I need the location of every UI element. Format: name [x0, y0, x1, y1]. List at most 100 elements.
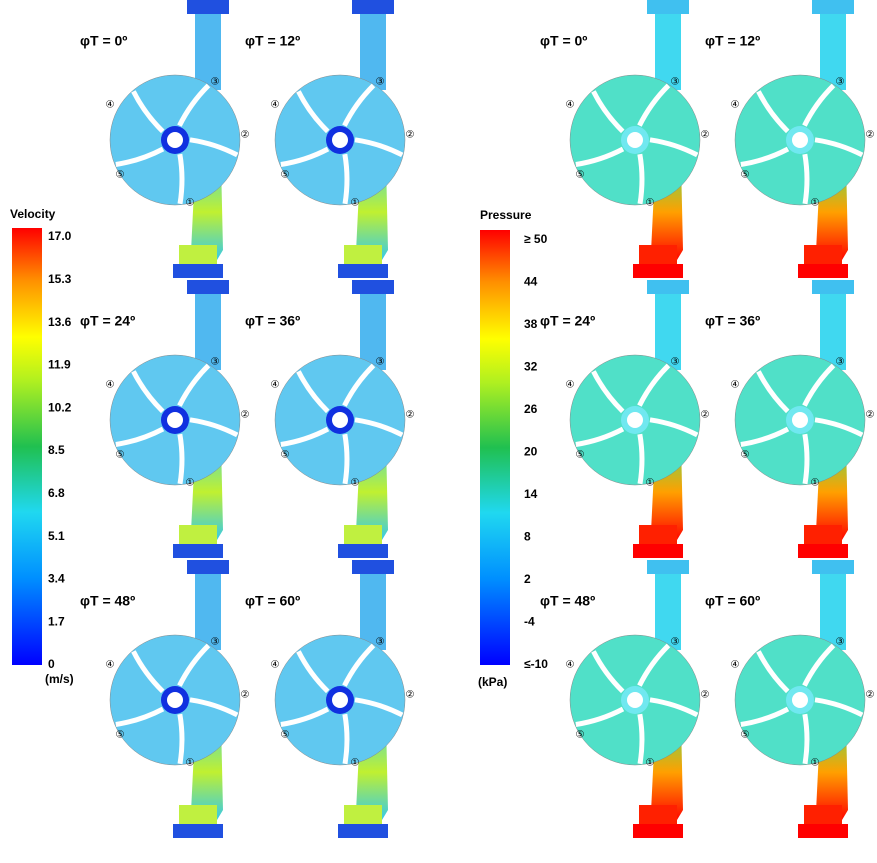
port-label: ③: [211, 357, 220, 368]
hub-bore: [627, 132, 643, 148]
panel-label: φT = 0º: [80, 33, 127, 49]
port-label: ⑤: [116, 170, 125, 181]
colorbar-tick-label: 13.6: [48, 315, 72, 329]
colorbar-tick-label: 26: [524, 402, 538, 416]
velocity-legend-title: Velocity: [10, 207, 56, 221]
panel-label: φT = 48º: [540, 593, 595, 609]
port-label: ④: [566, 660, 575, 671]
port-label: ④: [271, 100, 280, 111]
port-label: ③: [211, 637, 220, 648]
velocity-legend-unit: (m/s): [45, 672, 74, 686]
port-label: ④: [731, 660, 740, 671]
inlet-flange: [173, 544, 223, 558]
colorbar-tick-label: 17.0: [48, 229, 72, 243]
blade: [640, 714, 642, 764]
pressure-legend-title: Pressure: [480, 208, 532, 222]
port-label: ③: [671, 357, 680, 368]
colorbar-tick-label: 44: [524, 275, 538, 289]
port-label: ①: [646, 478, 655, 489]
port-label: ①: [186, 198, 195, 209]
port-label: ②: [701, 130, 710, 141]
hub-bore: [627, 412, 643, 428]
port-label: ②: [866, 130, 875, 141]
hub-bore: [332, 692, 348, 708]
port-label: ①: [811, 758, 820, 769]
port-label: ④: [566, 380, 575, 391]
outlet-flange: [812, 0, 854, 14]
blade: [180, 714, 182, 764]
colorbar-tick-label: 14: [524, 487, 538, 501]
hub-bore: [792, 412, 808, 428]
port-label: ②: [866, 410, 875, 421]
panel-label: φT = 48º: [80, 593, 135, 609]
contour-panel: ①②③④⑤φT = 24º: [80, 280, 250, 558]
outlet-flange: [812, 560, 854, 574]
panel-label: φT = 12º: [705, 33, 760, 49]
contour-panel: ①②③④⑤φT = 60º: [245, 560, 415, 838]
port-label: ③: [671, 637, 680, 648]
port-label: ④: [271, 380, 280, 391]
colorbar-tick-label: ≥ 50: [524, 232, 548, 246]
port-label: ②: [406, 410, 415, 421]
hub-bore: [627, 692, 643, 708]
pressure-colorbar: [480, 230, 510, 665]
panel-label: φT = 0º: [540, 33, 587, 49]
colorbar-tick-label: 6.8: [48, 486, 65, 500]
port-label: ⑤: [116, 450, 125, 461]
inlet-flange: [798, 544, 848, 558]
hub-bore: [792, 692, 808, 708]
colorbar-tick-label: 32: [524, 360, 538, 374]
contour-panel: ①②③④⑤φT = 48º: [80, 560, 250, 838]
outlet-flange: [187, 280, 229, 294]
pressure-legend-unit: (kPa): [478, 675, 507, 689]
hub-bore: [792, 132, 808, 148]
port-label: ①: [186, 478, 195, 489]
inlet-flange: [633, 544, 683, 558]
inlet-flange: [633, 264, 683, 278]
port-label: ⑤: [576, 170, 585, 181]
port-label: ③: [836, 637, 845, 648]
port-label: ①: [646, 198, 655, 209]
port-label: ⑤: [741, 450, 750, 461]
blade: [640, 154, 642, 204]
panel-label: φT = 24º: [80, 313, 135, 329]
port-label: ①: [351, 198, 360, 209]
hub-bore: [332, 132, 348, 148]
port-label: ③: [376, 357, 385, 368]
outlet-flange: [812, 280, 854, 294]
colorbar-tick-label: 8.5: [48, 443, 65, 457]
contour-panel: ①②③④⑤φT = 0º: [540, 0, 710, 278]
port-label: ⑤: [576, 450, 585, 461]
port-label: ②: [701, 690, 710, 701]
figure: Velocity (m/s) Pressure (kPa) 17.015.313…: [0, 0, 877, 863]
outlet-flange: [352, 0, 394, 14]
outlet-flange: [647, 280, 689, 294]
port-label: ②: [241, 690, 250, 701]
colorbar-tick-label: ≤-10: [524, 657, 548, 671]
colorbar-tick-label: 1.7: [48, 614, 65, 628]
port-label: ⑤: [741, 730, 750, 741]
port-label: ③: [376, 77, 385, 88]
colorbar-tick-label: 2: [524, 572, 531, 586]
contour-panel: ①②③④⑤φT = 24º: [540, 280, 710, 558]
port-label: ④: [106, 660, 115, 671]
panel-label: φT = 24º: [540, 313, 595, 329]
port-label: ④: [566, 100, 575, 111]
colorbar-tick-label: 3.4: [48, 572, 65, 586]
port-label: ④: [271, 660, 280, 671]
port-label: ①: [351, 758, 360, 769]
panel-label: φT = 12º: [245, 33, 300, 49]
inlet-flange: [338, 264, 388, 278]
port-label: ④: [106, 380, 115, 391]
blade: [805, 154, 807, 204]
outlet-flange: [647, 0, 689, 14]
blade: [180, 434, 182, 484]
port-label: ⑤: [116, 730, 125, 741]
inlet-flange: [798, 264, 848, 278]
port-label: ③: [836, 357, 845, 368]
blade: [345, 714, 347, 764]
colorbar-tick-label: 11.9: [48, 358, 71, 372]
outlet-flange: [187, 560, 229, 574]
